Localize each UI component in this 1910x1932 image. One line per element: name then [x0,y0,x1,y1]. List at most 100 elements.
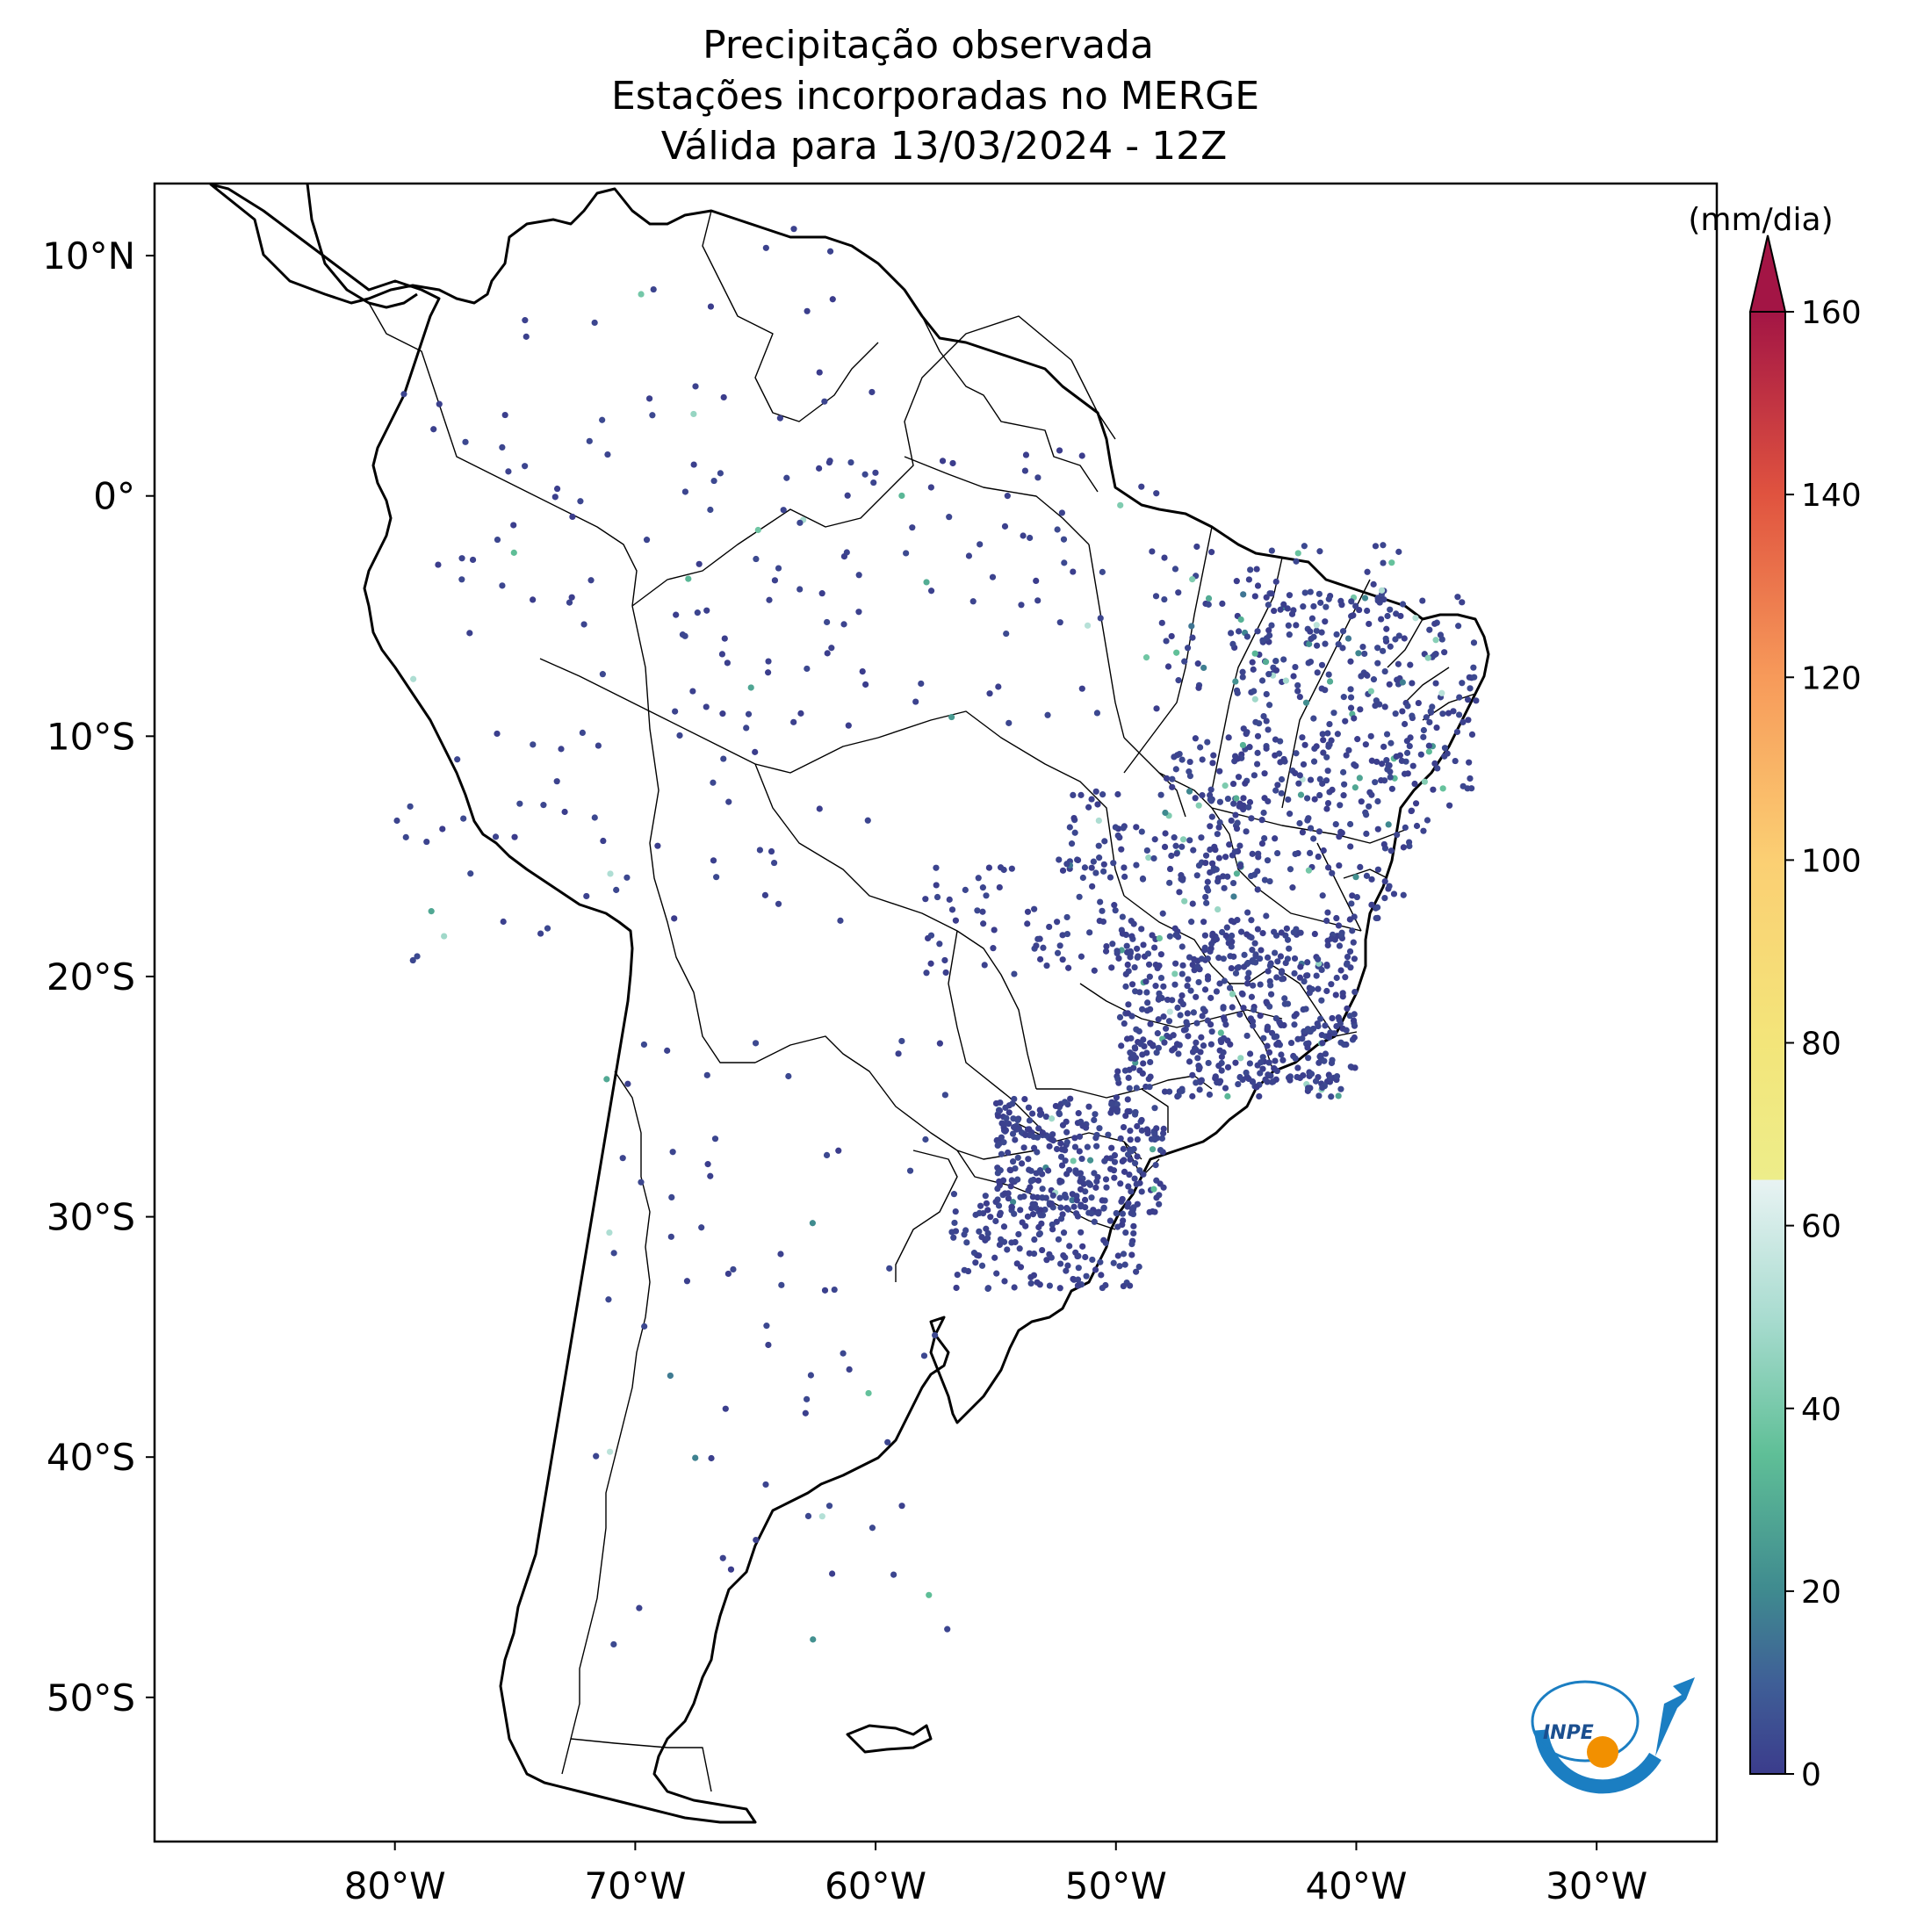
colorbar-tick-label: 40 [1801,1392,1842,1428]
station-point [753,1536,760,1544]
station-point [1003,630,1010,638]
station-point [1117,501,1124,508]
station-point [1172,960,1179,967]
station-point [1201,944,1208,951]
station-point [1387,847,1395,854]
station-point [1149,548,1156,555]
station-point [1324,768,1331,775]
station-point [1178,756,1186,763]
station-point [1287,866,1294,873]
station-point [650,285,657,293]
longitude-ticks: 80°W 70°W 60°W 50°W 40°W 30°W [344,1842,1647,1907]
station-point [1336,861,1343,869]
station-point [1161,843,1169,851]
station-point [1244,909,1251,916]
station-point [708,1454,715,1462]
station-point [1293,1011,1300,1018]
station-point [765,1341,772,1349]
station-point [1111,1158,1119,1165]
station-point [1264,1078,1271,1085]
station-point [1243,980,1251,987]
station-point [927,588,935,595]
station-point [1033,942,1040,949]
station-point [1120,1251,1128,1258]
station-point [1143,989,1150,996]
station-point [664,1047,671,1054]
station-point [1130,1222,1137,1229]
station-point [1173,1041,1181,1048]
station-point [1273,974,1280,981]
station-point [1057,1153,1065,1160]
station-point [1030,1144,1038,1151]
station-point [816,465,823,472]
station-point [1272,1057,1279,1064]
station-point [1311,796,1318,803]
station-point [1263,998,1270,1006]
station-point [667,1372,674,1380]
station-point [1143,847,1150,854]
station-point [522,317,529,324]
station-point [1128,1013,1135,1020]
station-point [730,1265,737,1273]
station-point [1110,1167,1118,1174]
station-point [859,668,866,675]
falklands-coastline [846,1724,933,1754]
station-point [1381,894,1388,902]
station-point [950,1191,958,1198]
station-point [1046,1143,1053,1150]
station-point [1315,853,1322,861]
station-point [1307,825,1315,832]
station-point [1084,622,1092,629]
station-point [1263,745,1270,752]
station-point [1256,720,1263,727]
station-point [1401,770,1409,777]
station-point [933,882,940,889]
station-point [946,514,953,521]
station-point [707,1172,714,1179]
station-point [1083,1124,1090,1131]
station-point [1412,615,1419,622]
station-point [1095,817,1102,825]
station-point [654,842,661,849]
station-point [428,908,435,915]
station-point [1328,1059,1336,1067]
station-point [1057,1215,1065,1222]
station-point [1260,1034,1267,1042]
station-point [1163,638,1170,645]
station-point [1008,865,1015,872]
station-point [1024,908,1032,915]
station-point [1304,1026,1311,1033]
station-point [1324,730,1331,737]
station-point [1146,1208,1153,1215]
station-point [1221,884,1228,891]
station-point [743,724,750,732]
station-point [1310,715,1317,722]
station-point [1275,1039,1282,1046]
station-point [1070,791,1077,799]
station-point [1026,1166,1033,1173]
station-point [997,1167,1004,1174]
station-point [1319,731,1326,738]
station-point [1254,1062,1261,1069]
station-point [640,1041,648,1049]
station-point [720,755,727,762]
station-point [1189,1092,1196,1099]
station-point [1125,968,1132,975]
station-point [1068,840,1076,847]
station-point [1308,1071,1315,1078]
station-point [1372,543,1380,550]
lon-tick-label: 30°W [1546,1864,1647,1907]
station-point [1304,959,1311,966]
station-point [725,798,732,805]
station-point [1279,976,1286,983]
station-point [1138,1127,1145,1134]
station-point [1421,778,1429,785]
station-point [1180,1027,1187,1034]
station-point [1378,761,1386,768]
station-point [1395,660,1402,667]
station-point [1074,1276,1082,1283]
station-point [1384,612,1391,620]
station-point [1260,712,1267,720]
station-point [1380,596,1387,603]
station-point [1139,875,1147,883]
